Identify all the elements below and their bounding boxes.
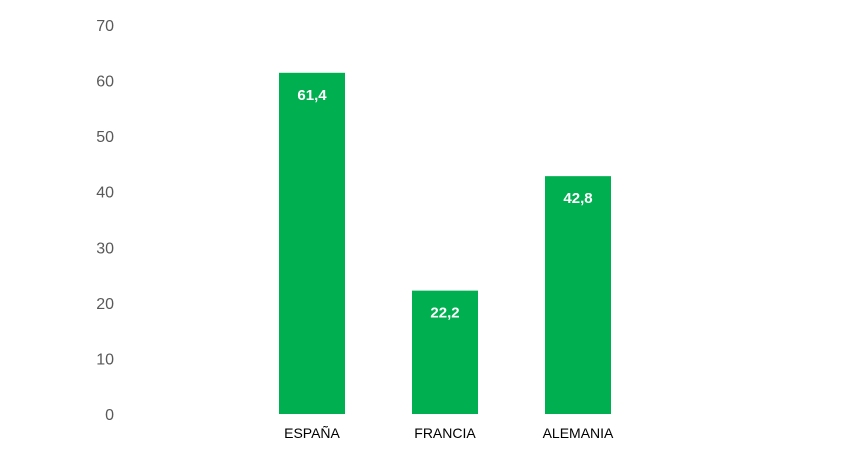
category-labels-group: ESPAÑA FRANCIA ALEMANIA xyxy=(284,425,614,441)
data-label: 61,4 xyxy=(297,87,327,104)
y-tick-label: 60 xyxy=(96,74,114,91)
y-tick-label: 30 xyxy=(96,240,114,257)
y-tick-label: 70 xyxy=(96,18,114,35)
y-tick-label: 0 xyxy=(105,407,114,424)
category-label: ESPAÑA xyxy=(284,425,340,441)
bar-españa xyxy=(279,72,345,414)
y-axis-ticks: 0 10 20 30 40 50 60 70 xyxy=(96,18,114,424)
data-labels-group: 61,4 22,2 42,8 xyxy=(297,87,592,322)
data-label: 42,8 xyxy=(563,190,592,207)
y-tick-label: 20 xyxy=(96,296,114,313)
bar-francia xyxy=(412,290,478,414)
bar-alemania xyxy=(545,176,611,414)
category-label: FRANCIA xyxy=(414,425,476,441)
bars-group xyxy=(279,72,611,414)
y-tick-label: 40 xyxy=(96,185,114,202)
data-label: 22,2 xyxy=(430,305,459,322)
category-label: ALEMANIA xyxy=(543,425,614,441)
y-tick-label: 50 xyxy=(96,129,114,146)
y-tick-label: 10 xyxy=(96,351,114,368)
